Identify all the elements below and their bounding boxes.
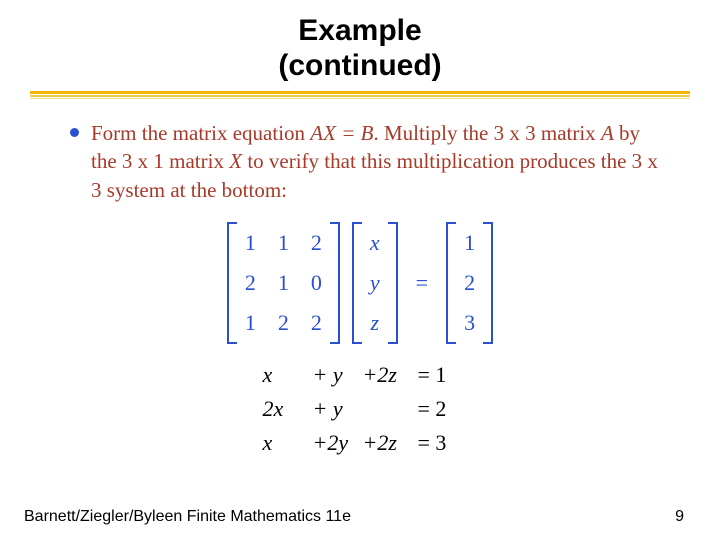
matrix-b: 1 2 3 — [446, 222, 493, 344]
sys-cell: +2z — [363, 430, 397, 455]
title-line-2: (continued) — [0, 49, 720, 84]
text-frag: Form the matrix equation — [91, 121, 310, 145]
matrix-cell: x — [370, 230, 380, 256]
bracket-left-icon — [227, 222, 237, 344]
matrix-equation: 1 1 2 2 1 0 1 2 2 x y z = — [0, 222, 720, 344]
matrix-cell: z — [371, 310, 380, 336]
matrix-cell: 1 — [278, 230, 289, 256]
sys-cell: = 3 — [418, 430, 447, 455]
sys-cell: x — [263, 430, 273, 455]
equation-system: x + y +2z = 1 2x + y = 2 x +2y +2z = 3 — [0, 362, 720, 456]
text-frag: . Multiply the 3 x 3 matrix — [373, 121, 600, 145]
matrix-cell: 1 — [464, 230, 475, 256]
matrix-cell: 1 — [245, 230, 256, 256]
title-line-1: Example — [298, 14, 421, 47]
bullet-text: Form the matrix equation AX = B. Multipl… — [91, 119, 660, 204]
text-frag-ital: A — [601, 121, 614, 145]
matrix-x-grid: x y z — [362, 222, 388, 344]
matrix-cell: 2 — [278, 310, 289, 336]
matrix-a-grid: 1 1 2 2 1 0 1 2 2 — [237, 222, 330, 344]
slide: Example (continued) Form the matrix equa… — [0, 0, 720, 540]
bracket-right-icon — [388, 222, 398, 344]
matrix-cell: 1 — [245, 310, 256, 336]
text-frag-ital: AX = B — [310, 121, 373, 145]
matrix-cell: 0 — [311, 270, 322, 296]
matrix-cell: 1 — [278, 270, 289, 296]
sys-cell: = 1 — [418, 362, 447, 387]
bullet-icon — [70, 128, 79, 137]
sys-cell: + y — [313, 396, 343, 421]
footer-text: Barnett/Ziegler/Byleen Finite Mathematic… — [24, 508, 351, 526]
matrix-cell: 3 — [464, 310, 475, 336]
matrix-cell: 2 — [245, 270, 256, 296]
equals-sign: = — [410, 270, 434, 296]
matrix-cell: y — [370, 270, 380, 296]
bracket-right-icon — [330, 222, 340, 344]
bracket-right-icon — [483, 222, 493, 344]
sys-cell: = 2 — [418, 396, 447, 421]
sys-cell: 2x — [263, 396, 284, 421]
slide-title: Example (continued) — [0, 0, 720, 83]
title-divider — [30, 91, 690, 101]
sys-cell: + y — [313, 362, 343, 387]
sys-cell: +2z — [363, 362, 397, 387]
text-frag-ital: X — [229, 149, 242, 173]
bullet-item: Form the matrix equation AX = B. Multipl… — [70, 119, 660, 204]
matrix-b-grid: 1 2 3 — [456, 222, 483, 344]
matrix-cell: 2 — [311, 230, 322, 256]
matrix-x: x y z — [352, 222, 398, 344]
bracket-left-icon — [352, 222, 362, 344]
matrix-cell: 2 — [311, 310, 322, 336]
sys-cell: x — [263, 362, 273, 387]
sys-cell: +2y — [313, 430, 349, 455]
body-text: Form the matrix equation AX = B. Multipl… — [0, 101, 720, 204]
page-number: 9 — [675, 508, 684, 526]
matrix-cell: 2 — [464, 270, 475, 296]
matrix-a: 1 1 2 2 1 0 1 2 2 — [227, 222, 340, 344]
bracket-left-icon — [446, 222, 456, 344]
